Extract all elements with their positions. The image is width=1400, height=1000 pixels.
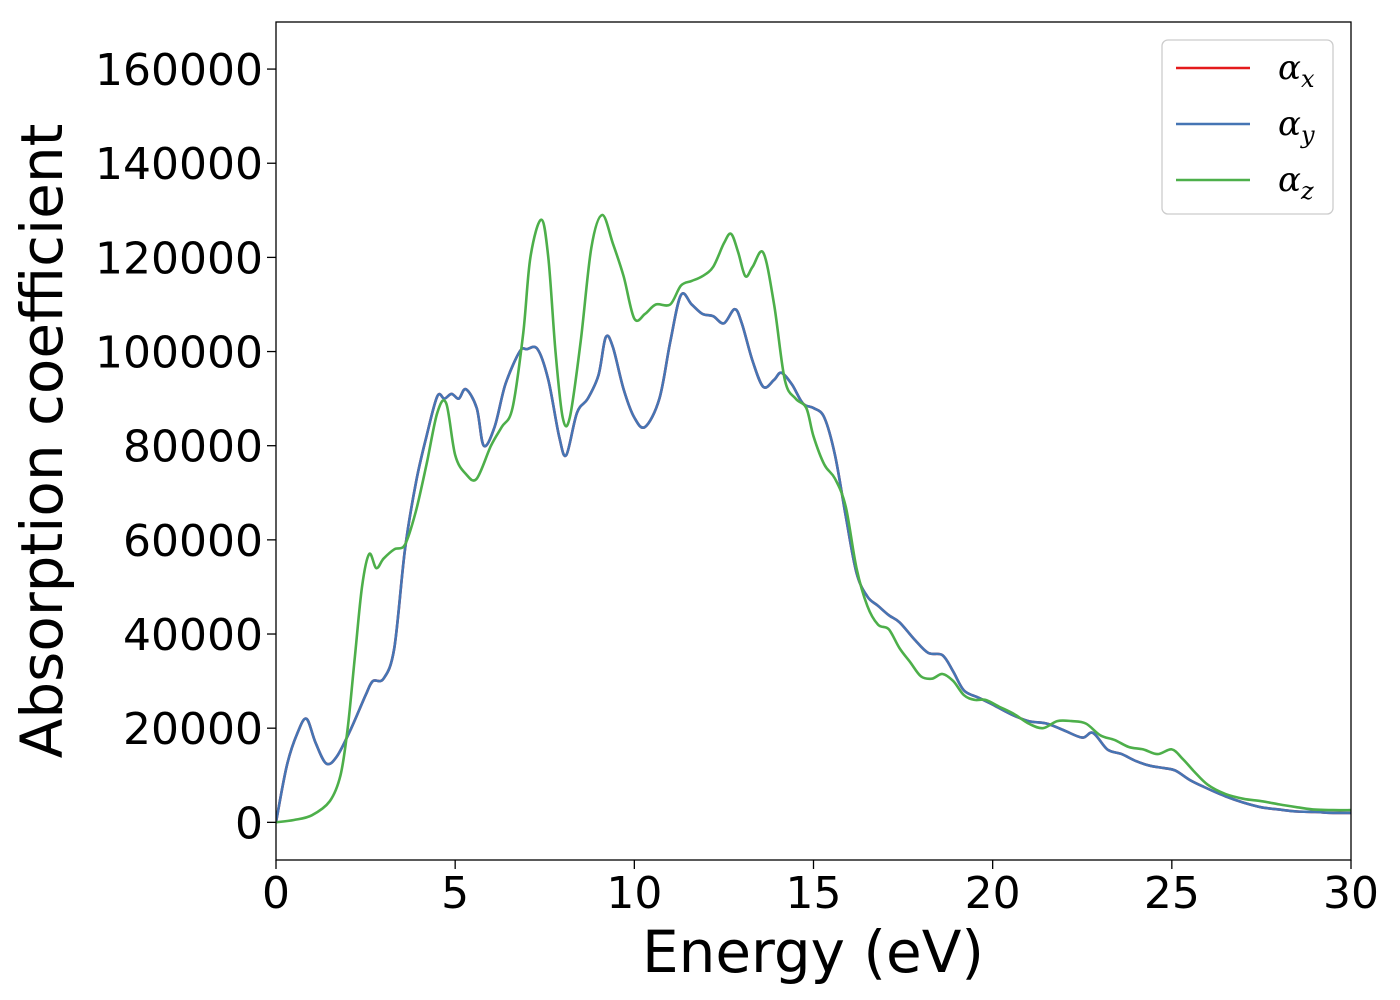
- series-line-z: [276, 213, 1351, 824]
- x-axis-ticks: 0 5 10 15 20 25 30: [262, 860, 1379, 919]
- series-layer: [276, 213, 1351, 824]
- y-tick-label: 40000: [123, 610, 263, 661]
- series-line-y: [276, 292, 1351, 824]
- legend-box: [1161, 39, 1334, 215]
- legend: αx αy αz: [1161, 39, 1334, 215]
- x-tick-label: 25: [1144, 868, 1200, 919]
- x-tick-label: 20: [965, 868, 1021, 919]
- y-tick-label: 120000: [95, 233, 263, 284]
- y-axis-ticks: 0 20000 40000 60000 80000 100000 120000 140000 1…: [95, 45, 276, 849]
- x-tick-label: 5: [441, 868, 469, 919]
- x-tick-label: 30: [1323, 868, 1379, 919]
- x-tick-label: 15: [786, 868, 842, 919]
- x-tick-label: 0: [262, 868, 290, 919]
- x-tick-label: 10: [606, 868, 662, 919]
- legend-label-y: αy: [1278, 104, 1315, 149]
- y-axis-title: Absorption coefficient: [8, 124, 76, 759]
- y-tick-label: 100000: [95, 328, 263, 379]
- y-tick-label: 0: [235, 798, 263, 849]
- x-axis-title: Energy (eV): [642, 918, 984, 986]
- y-tick-label: 20000: [123, 704, 263, 755]
- y-tick-label: 140000: [95, 139, 263, 190]
- y-tick-label: 160000: [95, 45, 263, 96]
- legend-label-z: αz: [1278, 160, 1314, 205]
- y-tick-label: 60000: [123, 516, 263, 567]
- legend-label-x: αx: [1278, 48, 1315, 93]
- y-tick-label: 80000: [123, 422, 263, 473]
